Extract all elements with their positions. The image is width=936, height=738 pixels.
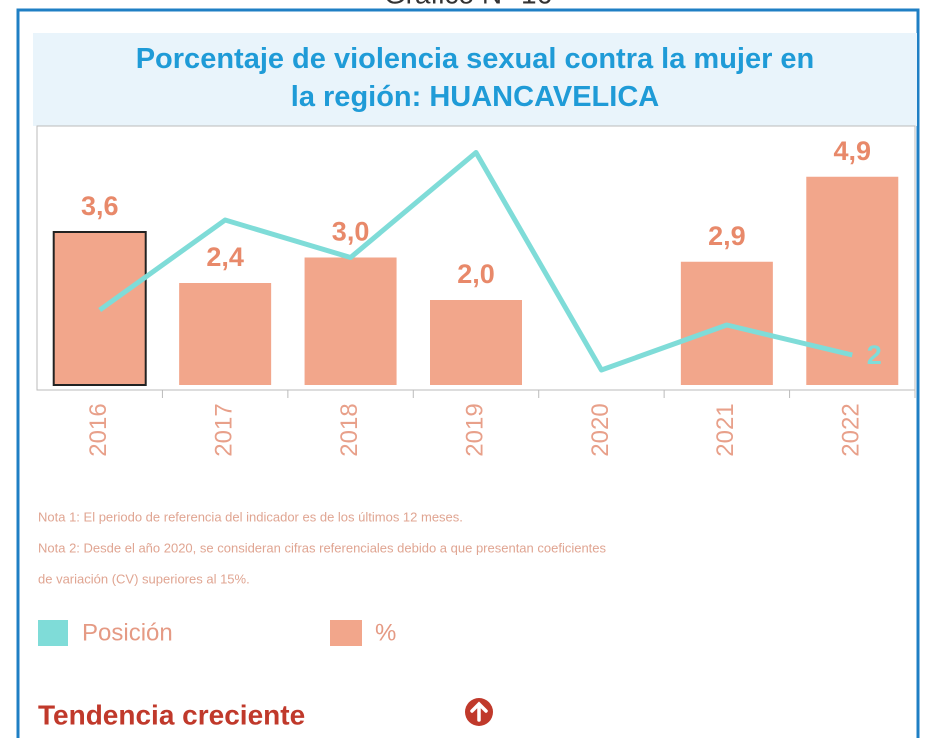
chart-title: Porcentaje de violencia sexual contra la…: [136, 43, 815, 113]
bar: [179, 283, 272, 385]
note: Nota 2: Desde el año 2020, se consideran…: [38, 540, 607, 555]
trend-label: Tendencia creciente: [38, 699, 305, 730]
caption: Gráfico N° 16: [384, 0, 552, 9]
legend-swatch: [330, 620, 362, 646]
note: de variación (CV) superiores al 15%.: [38, 571, 250, 586]
legend-label: %: [375, 619, 396, 646]
data-label: 4,9: [834, 136, 872, 166]
bar: [304, 257, 397, 385]
title-band: [33, 33, 917, 126]
data-label: 2: [867, 340, 882, 370]
data-label: 2,0: [457, 259, 495, 289]
bar: [430, 300, 522, 385]
bar: [806, 176, 899, 385]
x-tick-label: 2017: [210, 403, 237, 456]
line: [98, 150, 853, 373]
x-tick-label: 2022: [838, 403, 865, 456]
x-tick-label: 2020: [587, 403, 614, 456]
legend-swatch: [38, 620, 68, 646]
legend-label: Posición: [82, 619, 173, 646]
x-tick-label: 2018: [336, 403, 363, 456]
note: Nota 1: El periodo de referencia del ind…: [38, 509, 463, 524]
x-tick-label: 2021: [712, 403, 739, 456]
x-tick-label: 2019: [461, 403, 488, 456]
data-label: 2,4: [206, 242, 244, 272]
data-label: 3,6: [81, 191, 119, 221]
trend-icon: [465, 698, 493, 726]
notes: Nota 1: El periodo de referencia del ind…: [38, 509, 607, 586]
data-label: 3,0: [332, 217, 370, 247]
x-tick-label: 2016: [85, 403, 112, 456]
data-label: 2,9: [708, 221, 746, 251]
